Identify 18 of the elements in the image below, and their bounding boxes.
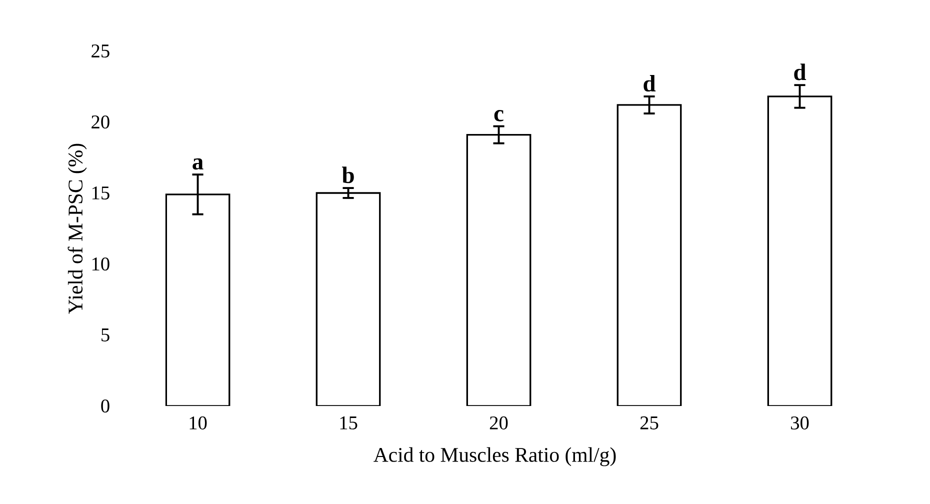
x-tick-label: 15 [340, 416, 358, 430]
y-tick-label: 5 [102, 328, 110, 342]
x-axis-title: Acid to Muscles Ratio (ml/g) [374, 447, 616, 466]
x-tick-label: 20 [490, 416, 508, 430]
annotation: d [794, 64, 806, 80]
annotation: d [644, 75, 656, 92]
y-tick-label: 0 [101, 399, 110, 413]
y-tick-label: 25 [92, 44, 110, 58]
annotation: c [494, 110, 504, 122]
y-tick-label: 20 [92, 115, 110, 129]
x-tick-label: 10 [190, 416, 207, 430]
y-tick-label: 10 [92, 257, 110, 271]
y-axis-title: Yield of M-PSC (%) [68, 144, 87, 314]
x-tick-label: 30 [791, 416, 809, 430]
x-tick-label: 25 [640, 416, 658, 430]
y-tick-label: 15 [92, 186, 110, 200]
annotation: a [192, 158, 204, 170]
annotation: b [342, 166, 354, 184]
